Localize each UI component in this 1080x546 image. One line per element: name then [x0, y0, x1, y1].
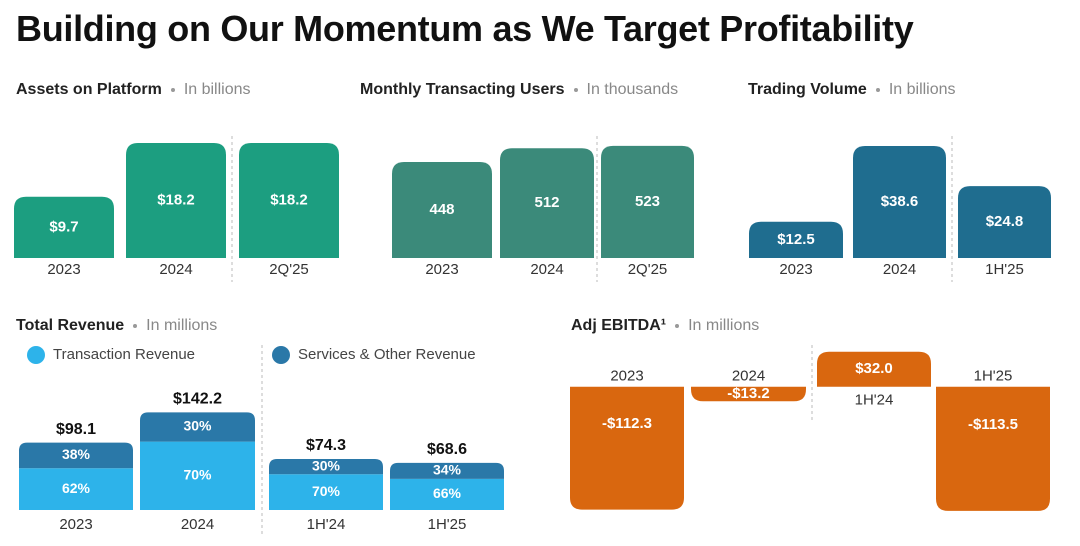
bar-segment — [269, 474, 383, 510]
segment-label: 38% — [62, 446, 91, 462]
bar — [570, 386, 684, 510]
chart-subtitle: In thousands — [586, 81, 679, 98]
chart-subtitle: In billions — [183, 81, 251, 98]
segment-label: 66% — [433, 485, 462, 501]
x-tick-label: 2Q'25 — [269, 261, 309, 278]
value-label: $32.0 — [855, 360, 893, 377]
segment-label: 62% — [62, 480, 91, 496]
legend-swatch — [272, 346, 290, 364]
x-tick-label: 1H'25 — [985, 261, 1024, 278]
bar — [958, 186, 1051, 258]
chart-title: Total Revenue — [16, 317, 125, 334]
chart-subtitle: In millions — [146, 317, 218, 334]
value-label: 523 — [635, 193, 660, 210]
chart-header: Monthly Transacting Users In thousands — [360, 81, 678, 99]
chart-subtitle: In millions — [688, 317, 760, 334]
bar — [853, 146, 946, 258]
value-label: -$13.2 — [727, 385, 770, 402]
separator — [675, 324, 680, 328]
legend-label: Transaction Revenue — [53, 346, 195, 363]
separator — [133, 324, 138, 328]
x-tick-label: 1H'24 — [307, 516, 346, 533]
slide-title: Building on Our Momentum as We Target Pr… — [16, 8, 914, 49]
separator — [573, 88, 578, 92]
bar — [14, 196, 114, 258]
value-label: $38.6 — [881, 193, 919, 210]
value-label: $12.5 — [777, 231, 815, 248]
value-label: $9.7 — [49, 218, 78, 235]
segment-label: 70% — [183, 467, 212, 483]
x-tick-label: 2023 — [59, 516, 92, 533]
separator — [875, 88, 880, 92]
x-tick-label: 2024 — [530, 261, 563, 278]
bar — [601, 145, 694, 258]
x-tick-label: 2023 — [779, 261, 812, 278]
x-tick-label: 2023 — [610, 368, 643, 385]
bar-segment — [390, 462, 504, 479]
chart-header: Trading Volume In billions — [748, 81, 956, 99]
value-label: -$113.5 — [968, 416, 1018, 433]
x-tick-label: 2024 — [732, 368, 765, 385]
total-label: $98.1 — [56, 421, 96, 438]
chart-title: Adj EBITDA¹ — [571, 317, 667, 334]
bar — [239, 143, 339, 258]
segment-label: 34% — [433, 462, 462, 478]
x-tick-label: 2023 — [47, 261, 80, 278]
value-label: -$112.3 — [602, 415, 652, 432]
x-tick-label: 2Q'25 — [628, 261, 668, 278]
value-label: $24.8 — [986, 213, 1024, 230]
bar-segment — [390, 478, 504, 510]
legend-label: Services & Other Revenue — [298, 346, 476, 363]
x-tick-label: 2024 — [159, 261, 192, 278]
bar-segment — [19, 442, 133, 469]
chart-title: Assets on Platform — [16, 81, 162, 98]
value-label: 448 — [429, 201, 454, 218]
bar-segment — [269, 458, 383, 475]
x-tick-label: 2024 — [883, 261, 916, 278]
bar — [126, 143, 226, 258]
x-tick-label: 2024 — [181, 516, 214, 533]
total-label: $142.2 — [173, 391, 222, 408]
bar — [936, 386, 1050, 511]
value-label: $18.2 — [157, 191, 195, 208]
x-tick-label: 1H'24 — [855, 392, 894, 409]
chart-title: Trading Volume — [748, 81, 867, 98]
bar-segment — [19, 468, 133, 510]
chart-subtitle: In billions — [888, 81, 956, 98]
segment-label: 30% — [183, 418, 212, 434]
segment-label: 70% — [312, 483, 341, 499]
chart-header: Assets on Platform In billions — [16, 81, 251, 99]
total-label: $68.6 — [427, 441, 467, 458]
bar — [817, 351, 931, 387]
separator — [170, 88, 175, 92]
bar-segment — [140, 441, 255, 510]
value-label: 512 — [534, 194, 559, 211]
total-label: $74.3 — [306, 437, 346, 454]
bar-segment — [140, 412, 255, 442]
x-tick-label: 1H'25 — [974, 368, 1013, 385]
bar — [500, 148, 594, 258]
x-tick-label: 2023 — [425, 261, 458, 278]
bar — [749, 221, 843, 258]
x-tick-label: 1H'25 — [428, 516, 467, 533]
bar — [691, 386, 806, 402]
legend-swatch — [27, 346, 45, 364]
segment-label: 30% — [312, 457, 341, 473]
bar — [392, 162, 492, 258]
chart-header: Total Revenue In millions — [16, 317, 217, 335]
value-label: $18.2 — [270, 191, 308, 208]
chart-title: Monthly Transacting Users — [360, 81, 565, 98]
chart-header: Adj EBITDA¹ In millions — [571, 317, 759, 335]
